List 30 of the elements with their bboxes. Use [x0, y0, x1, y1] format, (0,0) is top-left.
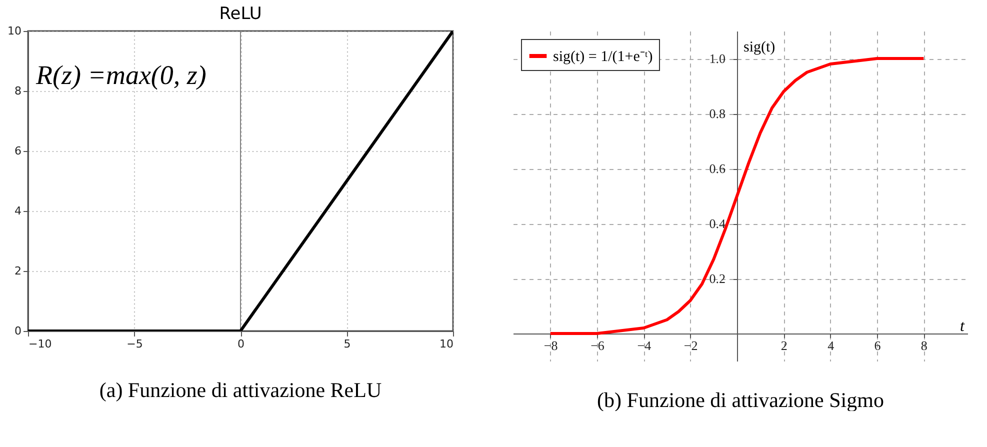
x-tick-label: −6 — [590, 338, 605, 353]
x-tick-label: −4 — [637, 338, 652, 353]
y-tick-label: 6 — [14, 144, 22, 158]
x-tick-label: 5 — [344, 338, 351, 350]
annotation: R(z) =max(0, z) — [35, 60, 206, 90]
y-tick-label: 0.2 — [709, 271, 726, 286]
x-tick-label: −10 — [28, 338, 52, 350]
x-tick-label: −2 — [684, 338, 698, 353]
x-tick-label: 8 — [920, 338, 928, 353]
x-tick-label: −8 — [544, 338, 558, 353]
legend-label: sig(t) = 1/(1+e⁻ᵗ) — [553, 49, 653, 65]
y-tick-label: 8 — [14, 84, 22, 98]
y-tick-label: 0 — [14, 324, 22, 338]
x-tick-label: 10 — [440, 338, 454, 350]
x-tick-label: 2 — [780, 338, 788, 353]
y-tick-label: 10 — [8, 24, 22, 38]
x-tick-label: 0 — [238, 338, 244, 350]
y-tick-label: 2 — [14, 264, 22, 278]
text: (a) Funzione di attivazione ReLU — [99, 378, 382, 402]
x-tick-label: −5 — [126, 338, 143, 350]
y-tick-label: 0.4 — [709, 216, 726, 231]
y-axis-title: sig(t) — [744, 40, 776, 56]
y-tick-label: 0.8 — [709, 106, 726, 121]
y-tick-label: 4 — [14, 204, 22, 218]
x-tick-label: 4 — [828, 338, 835, 353]
chart-title: ReLU — [219, 4, 262, 24]
y-tick-label: 0.6 — [709, 161, 726, 176]
x-tick-label: 6 — [874, 338, 882, 353]
x-axis-title: t — [960, 318, 966, 335]
y-tick-label: 1.0 — [709, 51, 726, 66]
